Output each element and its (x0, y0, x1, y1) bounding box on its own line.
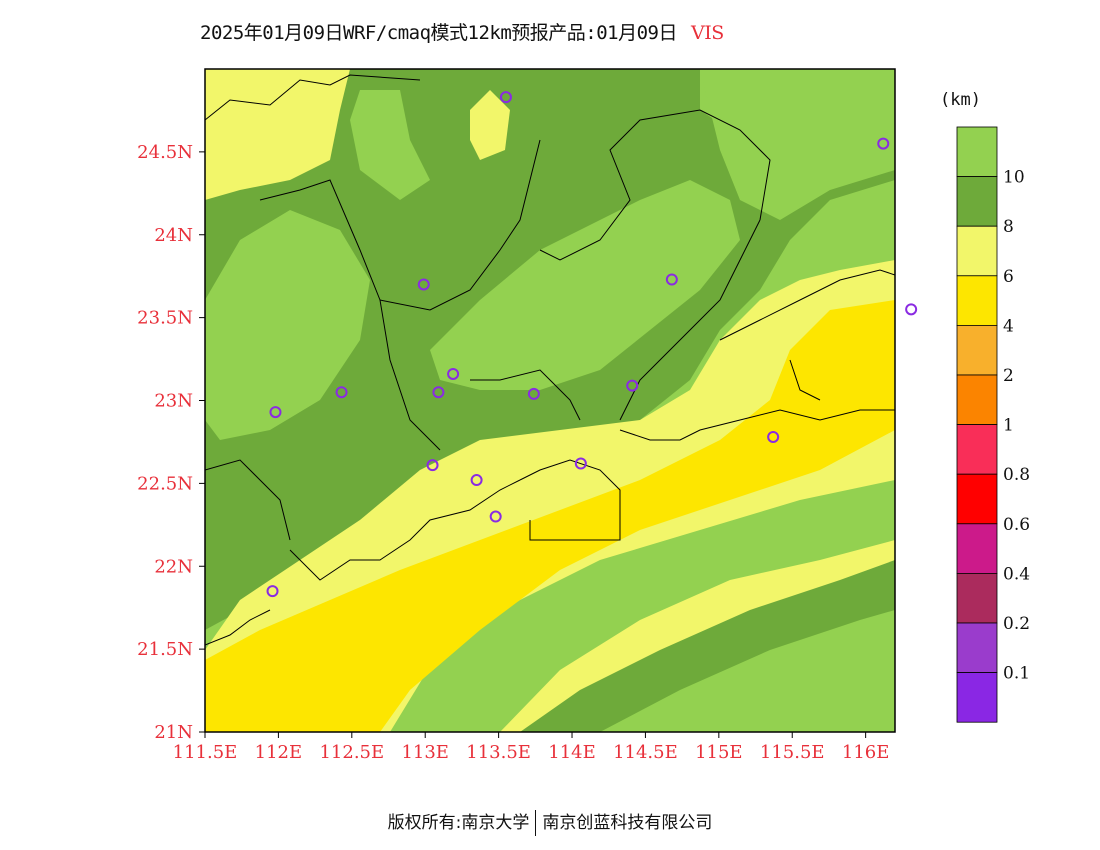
legend-label: 10 (1003, 168, 1025, 188)
station-marker (574, 457, 587, 470)
legend-label: 0.1 (1003, 664, 1030, 684)
legend-swatch (956, 573, 998, 624)
station-marker (417, 278, 430, 291)
x-tick-label: 114E (548, 742, 596, 763)
field-gt10-island-west (205, 210, 370, 440)
legend-label: 0.8 (1003, 465, 1030, 485)
y-tick-label: 24.5N (137, 142, 193, 163)
y-axis-ticks: 24.5N 24N 23.5N 23N 22.5N 22N 21.5N 21N (137, 142, 205, 743)
y-tick-label: 22N (154, 556, 193, 577)
x-tick-label: 113E (401, 742, 449, 763)
footer-divider (535, 810, 537, 836)
admin-boundaries (205, 74, 895, 646)
field-6-8-north-patch (470, 90, 510, 160)
footer-company: 南京创蓝科技有限公司 (542, 813, 713, 833)
legend-swatch (956, 176, 998, 227)
x-tick-label: 114.5E (613, 742, 678, 763)
footer: 版权所有:南京大学 南京创蓝科技有限公司 (0, 808, 1100, 836)
color-legend: 10 8 6 4 2 1 0.8 0.6 0.4 0.2 0.1 (956, 126, 1030, 723)
station-marker (499, 91, 512, 104)
field-gt10-offshore (600, 610, 895, 732)
legend-swatch (956, 225, 998, 277)
y-tick-label: 23N (154, 391, 193, 412)
station-marker (432, 386, 445, 399)
x-tick-label: 112E (255, 742, 303, 763)
x-tick-label: 113.5E (466, 742, 531, 763)
y-tick-label: 24N (154, 225, 193, 246)
station-marker (447, 367, 460, 380)
field-gt10-island-n (350, 90, 430, 200)
field-gt10-island-center (430, 180, 740, 390)
legend-swatch (956, 374, 998, 425)
x-tick-label: 115E (695, 742, 743, 763)
variable-label: VIS (690, 22, 724, 44)
legend-swatch (956, 672, 998, 723)
legend-label: 6 (1003, 267, 1014, 287)
station-marker (335, 386, 348, 399)
station-marker (266, 585, 279, 598)
station-marker (269, 406, 282, 419)
x-tick-label: 116E (842, 742, 890, 763)
legend-swatch (956, 324, 998, 376)
legend-label: 4 (1003, 316, 1014, 336)
legend-label: 0.2 (1003, 614, 1030, 634)
station-marker (489, 510, 502, 523)
footer-copyright: 版权所有:南京大学 (387, 813, 530, 833)
legend-swatch (956, 275, 998, 326)
x-tick-label: 111.5E (173, 742, 238, 763)
station-marker (626, 379, 639, 392)
legend-label: 8 (1003, 217, 1014, 237)
y-tick-label: 22.5N (137, 473, 193, 494)
station-marker (665, 273, 678, 286)
x-axis-ticks: 111.5E 112E 112.5E 113E 113.5E 114E 114.5E 115E… (173, 732, 890, 763)
y-tick-label: 21.5N (137, 639, 193, 660)
legend-label: 0.6 (1003, 515, 1030, 535)
station-marker (877, 137, 890, 150)
visibility-field (205, 69, 895, 732)
legend-swatch (956, 523, 998, 574)
station-marker (426, 459, 439, 472)
station-marker (470, 474, 483, 487)
field-4-6-coastal (205, 300, 895, 732)
legend-unit: (km) (940, 90, 981, 110)
x-tick-label: 112.5E (319, 742, 384, 763)
field-gt10-island-ne (700, 69, 895, 220)
x-tick-label: 115.5E (760, 742, 825, 763)
station-marker (767, 430, 780, 443)
legend-swatch (956, 473, 998, 525)
chart-title: 2025年01月09日WRF/cmaq模式12km预报产品:01月09日 VIS (200, 18, 724, 45)
station-marker (527, 387, 540, 400)
station-marker (905, 303, 918, 316)
legend-label: 0.4 (1003, 564, 1030, 584)
title-text: 2025年01月09日WRF/cmaq模式12km预报产品:01月09日 (200, 22, 677, 44)
y-tick-label: 21N (154, 722, 193, 743)
station-markers (266, 91, 918, 598)
legend-label: 2 (1003, 366, 1014, 386)
legend-label: 1 (1003, 416, 1014, 436)
legend-swatch (956, 622, 998, 673)
y-tick-label: 23.5N (137, 308, 193, 329)
legend-swatch (956, 126, 998, 177)
legend-swatch (956, 424, 998, 475)
